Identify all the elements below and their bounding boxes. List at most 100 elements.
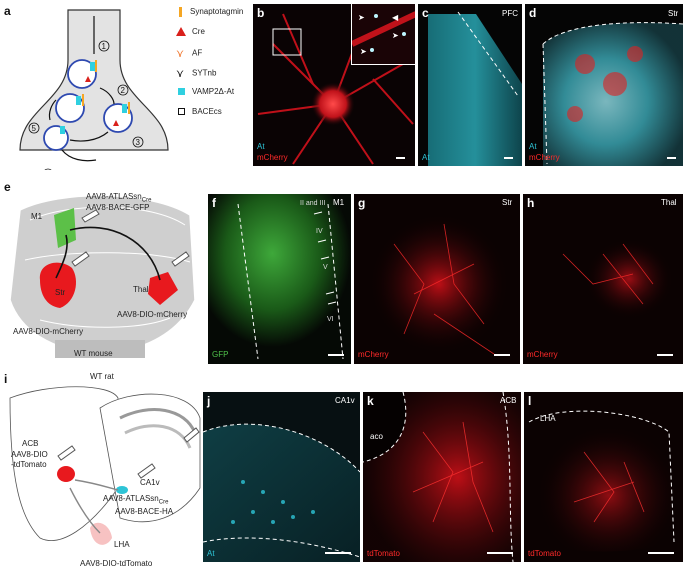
channel-label-mcherry: mCherry [257, 153, 288, 162]
micrograph-c [418, 4, 522, 166]
mouse-brain-schematic [9, 194, 196, 358]
panel-label-k: k [367, 394, 374, 408]
svg-text:◀: ◀ [392, 13, 399, 22]
svg-text:5: 5 [32, 124, 37, 133]
neuron-image [257, 13, 414, 165]
scale-bar [657, 354, 673, 356]
channel-label-at: At [422, 153, 430, 162]
layer-label-6: VI [327, 316, 334, 323]
legend-synaptotagmin: Synaptotagmin [176, 7, 243, 17]
label-lha: LHA [114, 540, 130, 549]
virus-label-atlas: AAV8-ATLASsnCre [86, 192, 152, 204]
striatum-region [39, 262, 76, 308]
synapse-schematic: 1 2 3 4 5 [19, 9, 169, 170]
square-icon [178, 88, 185, 96]
panel-label-i: i [4, 372, 8, 386]
channel-label-mcherry: mCherry [358, 350, 389, 359]
svg-text:➤: ➤ [358, 13, 365, 22]
legend-af: ⋎ AF [176, 48, 203, 60]
channel-label-at: At [257, 142, 265, 151]
region-label-str: Str [668, 9, 679, 18]
label-m1: M1 [31, 212, 43, 221]
scale-bar [504, 157, 513, 159]
panel-label-f: f [212, 196, 216, 210]
channel-label-tdtomato: tdTomato [367, 549, 400, 558]
layer-label-5: V [323, 264, 328, 271]
layer-label-2-3: II and III [300, 200, 326, 207]
legend-vamp2: VAMP2Δ-At [176, 87, 234, 96]
scale-bar [487, 552, 513, 554]
region-label-m1: M1 [333, 198, 345, 207]
legend-bacecs: BACEcs [176, 107, 222, 116]
fork-dark-icon: ⋎ [176, 68, 185, 80]
virus-label-dio-b: -tdTomato [11, 460, 47, 469]
scale-bar [667, 157, 676, 159]
micrograph-k [363, 392, 521, 562]
step-numbers: 1 2 3 4 5 [28, 40, 144, 170]
panel-label-j: j [207, 394, 211, 408]
micrograph-h [523, 194, 683, 364]
panel-label-g: g [358, 196, 366, 210]
panel-label-l: l [528, 394, 532, 408]
label-ca1v: CA1v [140, 478, 160, 487]
thalamus-region [148, 272, 178, 305]
virus-label-bace-gfp: AAV8-BACE-GFP [86, 203, 150, 212]
panel-label-d: d [529, 6, 537, 20]
region-label-str: Str [502, 198, 513, 207]
rat-brain-schematic [9, 386, 201, 545]
animal-label: WT mouse [74, 349, 113, 358]
virus-label-dio-a: AAV8-DIO [11, 450, 48, 459]
virus-label-bace-ha: AAV8-BACE-HA [115, 507, 174, 516]
virus-label-dio-mcherry-str: AAV8-DIO-mCherry [13, 327, 84, 336]
panel-label-b: b [257, 6, 265, 20]
label-str: Str [55, 288, 66, 297]
micrograph-f [208, 194, 351, 364]
legend-cre: Cre [176, 27, 205, 37]
region-label-thal: Thal [661, 198, 677, 207]
cycle-arrows [48, 16, 115, 162]
ca1v-injection [116, 486, 128, 494]
scale-bar [325, 552, 351, 554]
inset-zoom: ➤ ◀ ➤ ➤ [350, 4, 415, 65]
virus-label-atlas: AAV8-ATLASsnCre [103, 494, 169, 506]
panel-label-c: c [422, 6, 429, 20]
label-thal: Thal [133, 285, 149, 294]
micrograph-b: ➤ ◀ ➤ ➤ [253, 4, 415, 166]
scale-bar [328, 354, 344, 356]
channel-label-gfp: GFP [212, 350, 229, 359]
channel-label-tdtomato: tdTomato [528, 549, 561, 558]
fork-icon: ⋎ [176, 48, 185, 60]
panel-label-h: h [527, 196, 535, 210]
region-label-aco: aco [370, 432, 383, 441]
triangle-icon [176, 27, 186, 37]
virus-label-dio-mcherry-thal: AAV8-DIO-mCherry [117, 310, 188, 319]
panel-label-e: e [4, 180, 11, 194]
scale-bar [648, 552, 674, 554]
acb-injection [57, 466, 75, 482]
scale-bar [494, 354, 510, 356]
vesicle-3 [103, 103, 133, 133]
scale-bar [396, 157, 405, 159]
region-label-ca1v: CA1v [335, 396, 355, 405]
region-label-lha: LHA [540, 414, 556, 423]
micrograph-d [525, 4, 683, 166]
animal-label: WT rat [90, 372, 114, 381]
virus-label-dio-tdtomato: AAV8-DIO-tdTomato [80, 559, 153, 568]
svg-text:1: 1 [102, 42, 107, 51]
label-acb: ACB [22, 439, 39, 448]
region-label-acb: ACB [500, 396, 517, 405]
svg-text:➤: ➤ [392, 31, 399, 40]
hollow-square-icon [178, 108, 185, 116]
svg-text:➤: ➤ [360, 47, 367, 56]
schematic-legend: Synaptotagmin Cre ⋎ AF ⋎ SYTnb VAMP2Δ-At B… [176, 7, 256, 137]
vesicle-proteins [60, 60, 130, 134]
layer-label-4: IV [316, 228, 323, 235]
panel-label-a: a [4, 4, 11, 18]
channel-label-mcherry: mCherry [529, 153, 560, 162]
micrograph-l [524, 392, 683, 562]
channel-label-at: At [529, 142, 537, 151]
micrograph-g [354, 194, 520, 364]
svg-text:3: 3 [136, 138, 141, 147]
region-label-pfc: PFC [502, 9, 518, 18]
channel-label-mcherry: mCherry [527, 350, 558, 359]
